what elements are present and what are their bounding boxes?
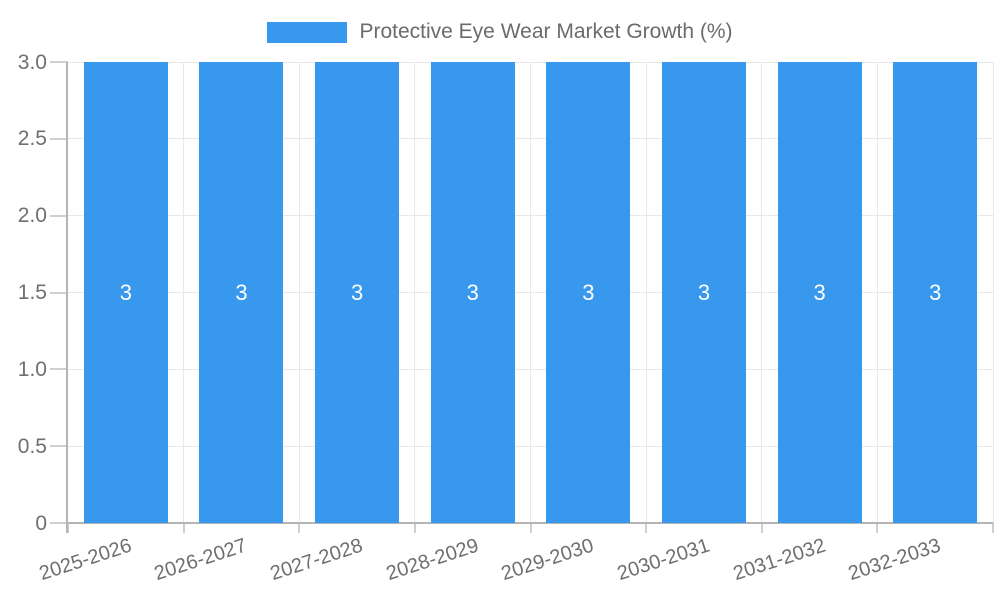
x-gridline: [298, 62, 300, 523]
x-gridline: [645, 62, 647, 523]
y-tick-mark: [50, 137, 68, 140]
bar-value-label: 3: [466, 279, 479, 305]
y-axis-label: 1.0: [17, 357, 47, 381]
x-tick-mark: [876, 523, 879, 533]
y-tick-mark: [50, 214, 68, 217]
x-tick-mark: [67, 523, 69, 533]
bar[interactable]: [546, 62, 631, 523]
bar-value-label: 3: [582, 279, 595, 305]
legend-label: Protective Eye Wear Market Growth (%): [359, 20, 733, 43]
y-axis-label: 0.5: [17, 434, 47, 458]
bar[interactable]: [893, 62, 978, 523]
x-tick-mark: [760, 523, 763, 533]
x-gridline: [992, 62, 994, 523]
x-tick-mark: [413, 523, 416, 533]
bar[interactable]: [83, 62, 168, 523]
y-axis-line: [66, 62, 68, 533]
bar-value-label: 3: [350, 279, 364, 305]
bar[interactable]: [661, 62, 746, 523]
bar[interactable]: [777, 62, 862, 523]
y-tick-mark: [50, 445, 68, 448]
legend-swatch: [267, 21, 348, 43]
bar-value-label: 3: [697, 279, 711, 305]
x-gridline: [183, 62, 185, 523]
bar[interactable]: [430, 62, 515, 523]
x-gridline: [414, 62, 416, 523]
x-gridline: [761, 62, 763, 523]
y-tick-mark: [50, 291, 68, 294]
bar-value-label: 3: [929, 279, 942, 305]
y-tick-mark: [50, 61, 68, 63]
x-axis-line: [68, 522, 993, 524]
x-gridline: [876, 62, 878, 523]
legend[interactable]: Protective Eye Wear Market Growth (%): [0, 20, 1000, 44]
x-tick-mark: [298, 523, 301, 533]
bar[interactable]: [199, 62, 284, 523]
y-axis-label: 2.0: [17, 204, 47, 228]
y-tick-mark: [50, 368, 68, 371]
x-tick-mark: [182, 523, 185, 533]
bar-value-label: 3: [119, 279, 132, 305]
y-axis-label: 0: [35, 511, 47, 535]
y-axis-label: 1.5: [17, 281, 47, 304]
y-axis-label: 3.0: [17, 50, 47, 74]
x-tick-mark: [992, 523, 994, 533]
y-tick-mark: [50, 522, 68, 524]
x-tick-mark: [645, 523, 648, 533]
bar-value-label: 3: [235, 279, 248, 305]
x-gridline: [530, 62, 531, 523]
bar-value-label: 3: [813, 279, 826, 305]
y-axis-label: 2.5: [17, 127, 47, 151]
x-tick-mark: [529, 523, 532, 533]
bar[interactable]: [315, 62, 400, 523]
